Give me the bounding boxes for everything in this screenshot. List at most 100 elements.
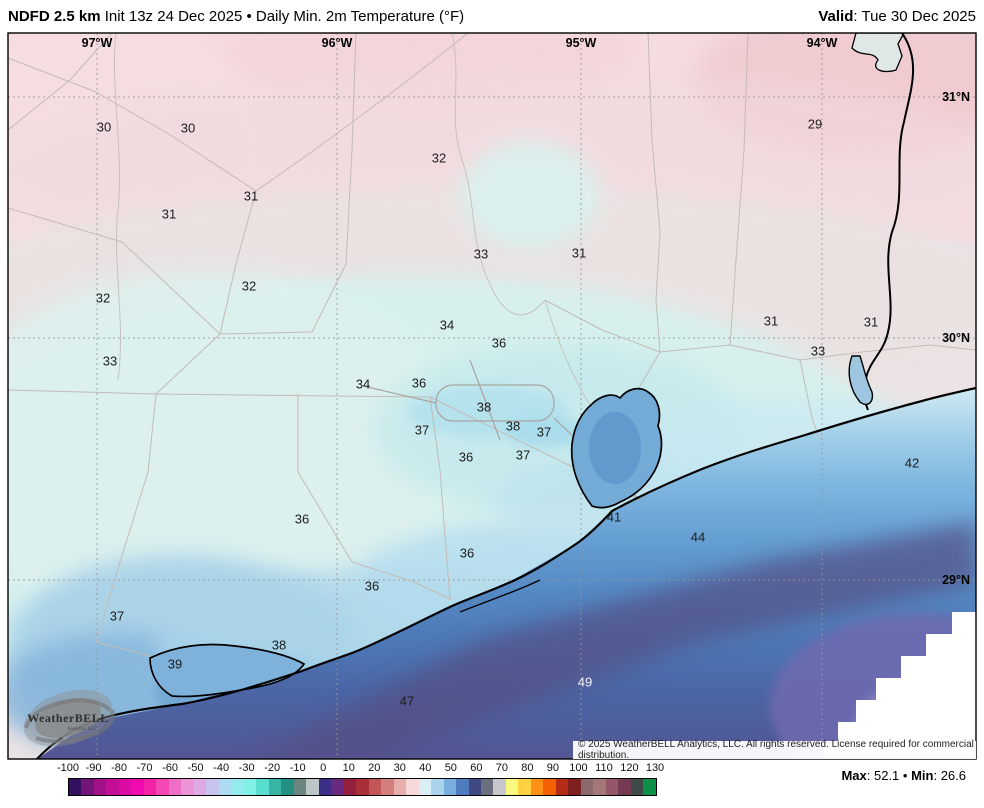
temp-value-label: 36: [459, 545, 475, 561]
logo-sub: Analytics LLC: [67, 727, 98, 732]
temp-value-label: 49: [577, 674, 593, 690]
colorbar-segment: [131, 779, 144, 795]
max-min-summary: Max: 52.1 • Min: 26.6: [841, 768, 966, 783]
valid-label: Valid: [818, 7, 854, 25]
temp-value-label: 34: [439, 317, 455, 333]
temp-value-label: 38: [505, 418, 521, 434]
temp-value-label: 41: [606, 509, 622, 525]
min-label: Min: [907, 768, 934, 783]
colorbar-segment: [356, 779, 369, 795]
colorbar-segment: [156, 779, 169, 795]
map-border: [7, 32, 977, 760]
temp-value-label: 36: [294, 511, 310, 527]
colorbar-segment: [218, 779, 232, 795]
copyright-notice: © 2025 WeatherBELL Analytics, LLC. All r…: [573, 739, 976, 761]
colorbar-tick-label: -80: [111, 762, 127, 774]
temp-value-label: 42: [904, 455, 920, 471]
temp-value-label: 33: [810, 343, 826, 359]
colorbar-segment: [181, 779, 194, 795]
colorbar-segment: [555, 779, 569, 795]
colorbar-tick-label: -40: [213, 762, 230, 774]
temp-value-label: 37: [515, 447, 531, 463]
colorbar-segment: [418, 779, 432, 795]
map-title: NDFD 2.5 km Init 13z 24 Dec 2025 • Daily…: [8, 8, 464, 25]
colorbar-segment: [306, 779, 319, 795]
temp-value-label: 38: [271, 637, 287, 653]
colorbar-tick-label: 40: [419, 762, 432, 774]
colorbar-tick-label: 90: [546, 762, 560, 774]
colorbar-segment: [268, 779, 282, 795]
rivers: [114, 33, 591, 406]
colorbar-tick-label: 50: [444, 762, 457, 774]
temp-value-label: 32: [241, 278, 257, 294]
colorbar-tick-label: -30: [238, 762, 255, 774]
latitude-label: 30°N: [942, 331, 970, 345]
temp-value-label: 32: [95, 290, 111, 306]
colorbar-tick-label: 60: [470, 762, 483, 774]
colorbar-segment: [443, 779, 457, 795]
valid-time: Valid: Tue 30 Dec 2025: [818, 8, 976, 25]
colorbar-segment: [456, 779, 469, 795]
colorbar-segment: [281, 779, 294, 795]
colorbar-segment: [256, 779, 269, 795]
longitude-label: 97°W: [81, 36, 113, 50]
header: NDFD 2.5 km Init 13z 24 Dec 2025 • Daily…: [8, 0, 976, 32]
colorbar-segment: [143, 779, 157, 795]
colorbar-segment: [605, 779, 619, 795]
no-data-region: [824, 612, 976, 759]
temp-value-label: 37: [414, 422, 430, 438]
colorbar-tick-label: -20: [264, 762, 281, 774]
temp-value-label: 39: [167, 656, 183, 672]
colorbar-tick-label: 10: [342, 762, 355, 774]
colorbar-tick-label: 20: [368, 762, 381, 774]
temp-value-label: 36: [411, 375, 427, 391]
separator: •: [902, 768, 908, 783]
colorbar-tick-label: 100: [569, 762, 588, 774]
colorbar-segment: [106, 779, 119, 795]
temp-value-label: 36: [491, 335, 507, 351]
temp-value-label: 37: [109, 608, 125, 624]
colorbar-tick-label: 0: [320, 762, 327, 774]
colorbar-segment: [318, 779, 332, 795]
colorbar-tick-label: -50: [187, 762, 204, 774]
colorbar-segment: [393, 779, 407, 795]
colorbar-segment: [331, 779, 344, 795]
colorbar-tick-label: -70: [136, 762, 153, 774]
colorbar-tick-label: -100: [56, 762, 80, 774]
colorbar-segment: [243, 779, 257, 795]
latitude-label: 31°N: [942, 90, 970, 104]
colorbar-tick-label: 80: [521, 762, 534, 774]
product-name: NDFD 2.5 km: [8, 7, 101, 25]
temp-value-label: 31: [243, 188, 259, 204]
colorbar-segment: [406, 779, 419, 795]
temp-value-label: 38: [476, 399, 492, 415]
title-subtitle: Init 13z 24 Dec 2025 • Daily Min. 2m Tem…: [100, 7, 465, 25]
logo-name: WeatherBELL: [27, 711, 109, 725]
max-value: : 52.1: [866, 768, 903, 783]
toledo-bend-lake: [851, 33, 905, 73]
colorbar-segment: [568, 779, 581, 795]
longitude-label: 96°W: [321, 36, 353, 50]
longitude-label: 95°W: [565, 36, 597, 50]
temp-value-label: 34: [355, 376, 371, 392]
temp-value-label: 30: [180, 120, 196, 136]
temp-value-label: 33: [473, 246, 489, 262]
temp-value-label: 37: [536, 424, 552, 440]
temp-value-label: 31: [863, 314, 879, 330]
temp-value-label: 31: [763, 313, 779, 329]
colorbar-segment: [593, 779, 606, 795]
colorbar-segment: [580, 779, 594, 795]
temp-value-label: 32: [431, 150, 447, 166]
colorbar-segment: [505, 779, 519, 795]
colorbar-segment: [618, 779, 631, 795]
colorbar-tick-label: -90: [85, 762, 102, 774]
temp-value-label: 31: [571, 245, 587, 261]
valid-value: : Tue 30 Dec 2025: [853, 7, 976, 25]
colorbar-segment: [343, 779, 357, 795]
colorbar-segment: [118, 779, 132, 795]
colorbar-segment: [231, 779, 244, 795]
temp-value-label: 31: [161, 206, 177, 222]
latitude-label: 29°N: [942, 573, 970, 587]
colorbar-segment: [518, 779, 531, 795]
